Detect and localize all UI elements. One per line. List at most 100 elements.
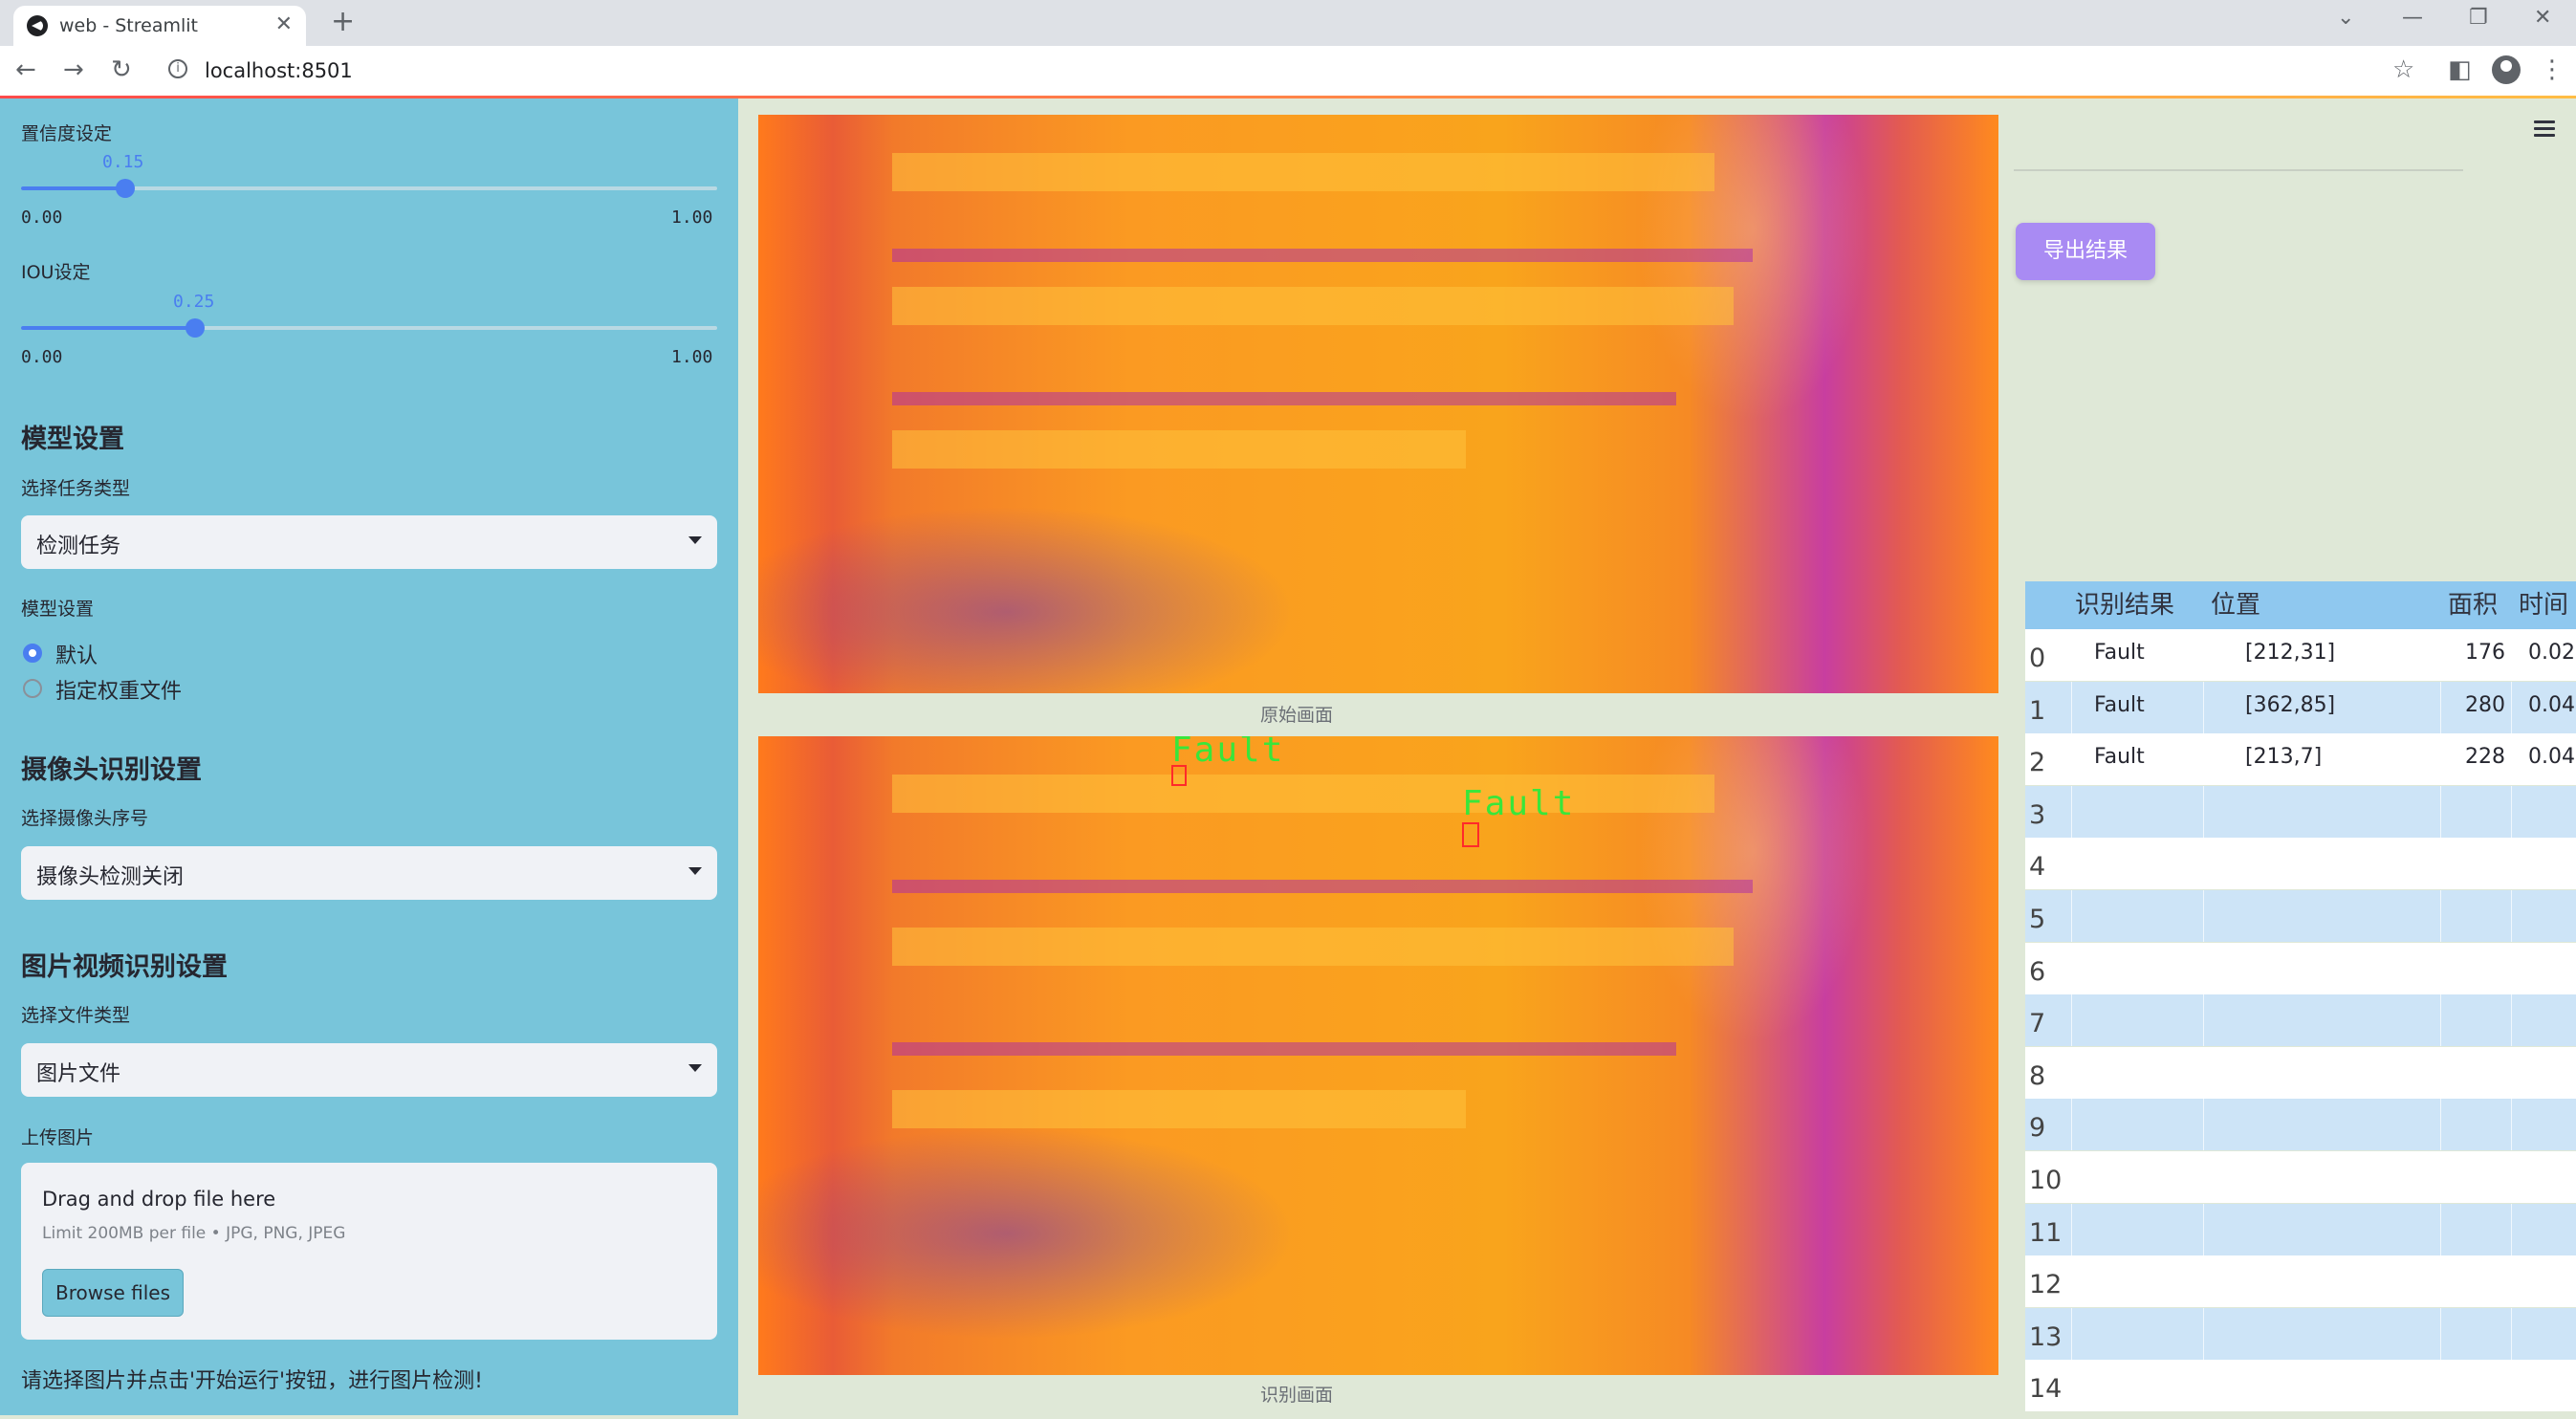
- minimize-icon[interactable]: —: [2402, 6, 2423, 30]
- table-row[interactable]: 2 Fault [213,7] 228 0.04: [2025, 733, 2576, 786]
- browser-tab[interactable]: web - Streamlit ✕: [13, 6, 306, 46]
- table-row[interactable]: 5: [2025, 890, 2576, 942]
- column-divider: [2511, 785, 2512, 838]
- table-row[interactable]: 7: [2025, 994, 2576, 1047]
- row-index: 10: [2029, 1166, 2063, 1195]
- column-divider: [2071, 785, 2072, 838]
- file-type-select[interactable]: 图片文件: [21, 1043, 717, 1097]
- radio-default-label[interactable]: 默认: [55, 644, 98, 668]
- back-icon[interactable]: ←: [15, 55, 36, 84]
- browse-files-button[interactable]: Browse files: [42, 1269, 184, 1317]
- camera-index-label: 选择摄像头序号: [21, 808, 149, 829]
- model-section-heading: 模型设置: [21, 425, 124, 454]
- chevron-down-icon: [688, 536, 702, 544]
- iou-slider-thumb[interactable]: [186, 318, 205, 338]
- close-window-icon[interactable]: ✕: [2534, 6, 2552, 30]
- column-divider: [2203, 890, 2204, 942]
- column-divider: [2203, 785, 2204, 838]
- task-type-value: 检测任务: [36, 535, 121, 558]
- table-row[interactable]: 1 Fault [362,85] 280 0.04: [2025, 681, 2576, 733]
- table-row[interactable]: 12: [2025, 1255, 2576, 1308]
- table-row[interactable]: 9: [2025, 1099, 2576, 1151]
- table-row[interactable]: 11: [2025, 1203, 2576, 1255]
- table-row[interactable]: 4: [2025, 838, 2576, 890]
- original-image: [758, 115, 1998, 693]
- tab-close-icon[interactable]: ✕: [274, 12, 293, 36]
- result-image: Fault Fault: [758, 736, 1998, 1375]
- chevron-down-icon: [688, 1064, 702, 1072]
- detection-label: Fault: [1462, 784, 1576, 823]
- task-type-select[interactable]: 检测任务: [21, 515, 717, 569]
- camera-index-select[interactable]: 摄像头检测关闭: [21, 846, 717, 900]
- reload-icon[interactable]: ↻: [111, 55, 132, 84]
- forward-icon[interactable]: →: [63, 55, 84, 84]
- profile-avatar-icon[interactable]: [2492, 55, 2521, 84]
- url-field[interactable]: i localhost:8501: [159, 52, 2387, 90]
- column-divider: [2071, 1046, 2072, 1099]
- column-time[interactable]: 时间: [2519, 591, 2569, 620]
- table-row[interactable]: 14: [2025, 1360, 2576, 1412]
- column-divider: [2440, 733, 2441, 786]
- cell-time: 0.04: [2528, 745, 2575, 770]
- iou-min: 0.00: [21, 347, 63, 367]
- column-divider: [2440, 1307, 2441, 1360]
- table-row[interactable]: 0 Fault [212,31] 176 0.02: [2025, 629, 2576, 681]
- column-area[interactable]: 面积: [2448, 591, 2499, 620]
- row-index: 0: [2029, 644, 2046, 673]
- tab-search-icon[interactable]: ⌄: [2337, 6, 2355, 30]
- file-type-value: 图片文件: [36, 1062, 121, 1086]
- confidence-max: 1.00: [671, 207, 713, 228]
- hamburger-menu-icon[interactable]: [2534, 120, 2555, 141]
- file-section-heading: 图片视频识别设置: [21, 952, 228, 982]
- row-index: 6: [2029, 956, 2046, 987]
- table-row[interactable]: 6: [2025, 942, 2576, 994]
- site-info-icon[interactable]: i: [168, 59, 187, 78]
- result-caption: 识别画面: [1260, 1385, 1334, 1406]
- column-divider: [2440, 1203, 2441, 1255]
- confidence-value: 0.15: [102, 152, 144, 172]
- column-divider: [2203, 994, 2204, 1047]
- column-divider: [2511, 1099, 2512, 1151]
- table-row[interactable]: 13: [2025, 1307, 2576, 1360]
- radio-default[interactable]: [23, 644, 42, 663]
- table-row[interactable]: 8: [2025, 1046, 2576, 1099]
- divider: [2014, 169, 2463, 171]
- cell-position: [212,31]: [2245, 641, 2336, 665]
- column-result[interactable]: 识别结果: [2075, 591, 2175, 620]
- url-text: localhost:8501: [205, 59, 353, 82]
- row-index: 13: [2029, 1321, 2063, 1352]
- column-divider: [2071, 890, 2072, 942]
- column-divider: [2071, 629, 2072, 681]
- streamlit-top-decoration: [0, 96, 2576, 98]
- address-bar: ← → ↻ i localhost:8501 ☆ ◧ ⋮: [0, 46, 2576, 97]
- side-panel-icon[interactable]: ◧: [2448, 55, 2472, 84]
- column-position[interactable]: 位置: [2211, 591, 2261, 620]
- column-divider: [2071, 994, 2072, 1047]
- column-divider: [2440, 890, 2441, 942]
- column-divider: [2440, 838, 2441, 890]
- restore-icon[interactable]: ❐: [2469, 6, 2488, 30]
- column-divider: [2203, 1099, 2204, 1151]
- table-row[interactable]: 10: [2025, 1151, 2576, 1203]
- original-caption: 原始画面: [1260, 705, 1334, 726]
- confidence-slider[interactable]: [21, 179, 717, 198]
- row-index: 5: [2029, 905, 2046, 934]
- camera-index-value: 摄像头检测关闭: [36, 865, 185, 889]
- browser-menu-icon[interactable]: ⋮: [2540, 55, 2565, 84]
- confidence-label: 置信度设定: [21, 123, 113, 144]
- table-row[interactable]: 3: [2025, 785, 2576, 838]
- camera-section-heading: 摄像头识别设置: [21, 755, 202, 785]
- new-tab-icon[interactable]: +: [331, 5, 356, 38]
- bookmark-star-icon[interactable]: ☆: [2392, 55, 2415, 84]
- export-results-button[interactable]: 导出结果: [2016, 223, 2155, 280]
- file-uploader-dropzone[interactable]: Drag and drop file here Limit 200MB per …: [21, 1163, 717, 1340]
- column-divider: [2071, 1203, 2072, 1255]
- row-index: 1: [2029, 695, 2046, 726]
- iou-slider[interactable]: [21, 318, 717, 338]
- column-divider: [2071, 1151, 2072, 1203]
- column-divider: [2071, 1255, 2072, 1308]
- radio-weights-file-label[interactable]: 指定权重文件: [55, 680, 183, 704]
- column-divider: [2440, 681, 2441, 733]
- confidence-slider-thumb[interactable]: [116, 179, 136, 198]
- radio-weights-file[interactable]: [23, 679, 42, 698]
